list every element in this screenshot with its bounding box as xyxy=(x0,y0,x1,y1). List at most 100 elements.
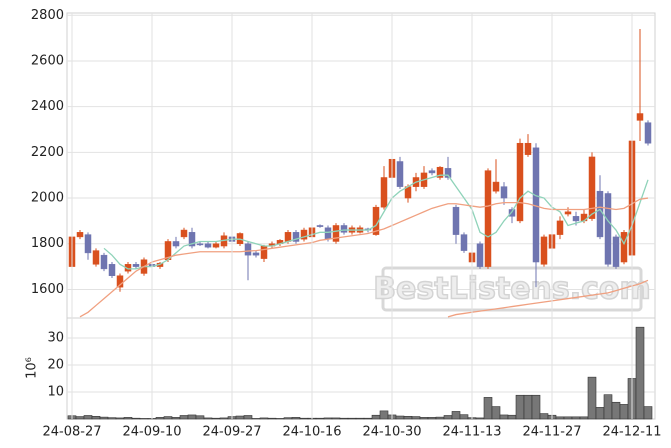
candle-body xyxy=(604,193,612,265)
volume-bar xyxy=(371,414,381,420)
candle-body xyxy=(636,113,644,121)
volume-bar xyxy=(483,397,493,420)
volume-bar xyxy=(643,406,653,420)
candle-body xyxy=(340,225,348,233)
candle-body xyxy=(116,275,124,288)
candle-body xyxy=(172,241,180,247)
volume-bar xyxy=(155,417,165,420)
volume-bar xyxy=(283,417,293,420)
candle-body xyxy=(84,234,92,254)
volume-bar xyxy=(219,417,229,420)
y-tick-label: 1600 xyxy=(31,282,64,297)
volume-bar xyxy=(587,376,597,420)
candle-body xyxy=(196,243,204,246)
volume-bar xyxy=(355,417,365,420)
volume-bar xyxy=(563,416,573,420)
volume-bar xyxy=(99,416,109,420)
volume-bar xyxy=(499,414,509,420)
plot-frame xyxy=(66,12,656,420)
candle-body xyxy=(252,252,260,256)
volume-bar xyxy=(115,417,125,420)
candle-body xyxy=(132,264,140,267)
volume-bar xyxy=(235,415,245,420)
volume-bar xyxy=(331,417,341,420)
volume-bar xyxy=(611,401,621,420)
volume-bar xyxy=(131,417,141,420)
candle-body xyxy=(452,206,460,235)
volume-bar xyxy=(315,417,325,420)
candle-body xyxy=(564,211,572,215)
y-tick-label: 1800 xyxy=(31,236,64,251)
volume-bar xyxy=(595,407,605,420)
candle-body xyxy=(212,243,220,248)
x-tick-label: 24-09-10 xyxy=(122,425,181,440)
candle-body xyxy=(316,225,324,227)
candle-body xyxy=(380,177,388,208)
candle-body xyxy=(108,264,116,276)
volume-bar xyxy=(163,416,173,420)
y-tick-label: 2800 xyxy=(31,8,64,23)
volume-bar xyxy=(259,417,269,420)
x-tick-label: 24-08-27 xyxy=(42,425,101,440)
candle-body xyxy=(428,170,436,174)
candle-body xyxy=(508,209,516,217)
candle-body xyxy=(324,227,332,240)
volume-bar xyxy=(419,417,429,420)
candle-body xyxy=(500,186,508,199)
y-tick-label: 10 xyxy=(47,384,64,399)
volume-bar xyxy=(451,411,461,420)
volume-bar xyxy=(523,394,533,420)
x-tick-label: 24-10-30 xyxy=(362,425,421,440)
candle-body xyxy=(180,229,188,238)
volume-bar xyxy=(291,417,301,420)
candle-body xyxy=(260,245,268,259)
candle-body xyxy=(540,236,548,265)
moving-average-line xyxy=(103,174,649,270)
y-tick-label: 20 xyxy=(47,357,64,372)
volume-bar xyxy=(323,417,333,420)
volume-bar xyxy=(91,415,101,420)
candle-body xyxy=(92,250,100,265)
x-tick-label: 24-12-11 xyxy=(602,425,661,440)
volume-bar xyxy=(635,326,645,420)
candle-body xyxy=(332,225,340,242)
watermark-box xyxy=(381,266,643,312)
volume-bar xyxy=(243,415,253,420)
volume-bar xyxy=(139,418,149,420)
volume-bar xyxy=(603,394,613,420)
candle-body xyxy=(556,220,564,235)
candle-body xyxy=(76,232,84,238)
volume-bar xyxy=(179,415,189,420)
volume-bar xyxy=(411,416,421,420)
y-tick-label: 30 xyxy=(47,330,64,345)
candle-body xyxy=(596,190,604,238)
candle-body xyxy=(644,122,652,144)
volume-bar xyxy=(347,417,357,420)
candle-body xyxy=(620,232,628,263)
volume-bar xyxy=(443,415,453,420)
volume-bar xyxy=(203,417,213,420)
volume-bar xyxy=(339,417,349,420)
volume-bar xyxy=(107,417,117,420)
volume-bar xyxy=(475,417,485,420)
volume-bar xyxy=(275,418,285,420)
volume-bar xyxy=(83,415,93,420)
volume-bar xyxy=(435,416,445,420)
candle-body xyxy=(588,156,596,219)
volume-bar xyxy=(619,404,629,420)
volume-bar xyxy=(211,417,221,420)
volume-bar xyxy=(515,394,525,420)
candle-body xyxy=(100,254,108,270)
candle-body xyxy=(444,168,452,178)
watermark: BestListens.com xyxy=(373,272,651,307)
volume-bar xyxy=(251,418,261,420)
candle-body xyxy=(492,181,500,192)
moving-average-line xyxy=(79,197,649,318)
candle-body xyxy=(436,166,444,178)
x-tick-label: 24-10-16 xyxy=(282,425,341,440)
volume-bar xyxy=(195,415,205,420)
volume-bar xyxy=(379,410,389,420)
y-axis-label: 10⁶ xyxy=(25,357,40,379)
candle-body xyxy=(292,232,300,242)
